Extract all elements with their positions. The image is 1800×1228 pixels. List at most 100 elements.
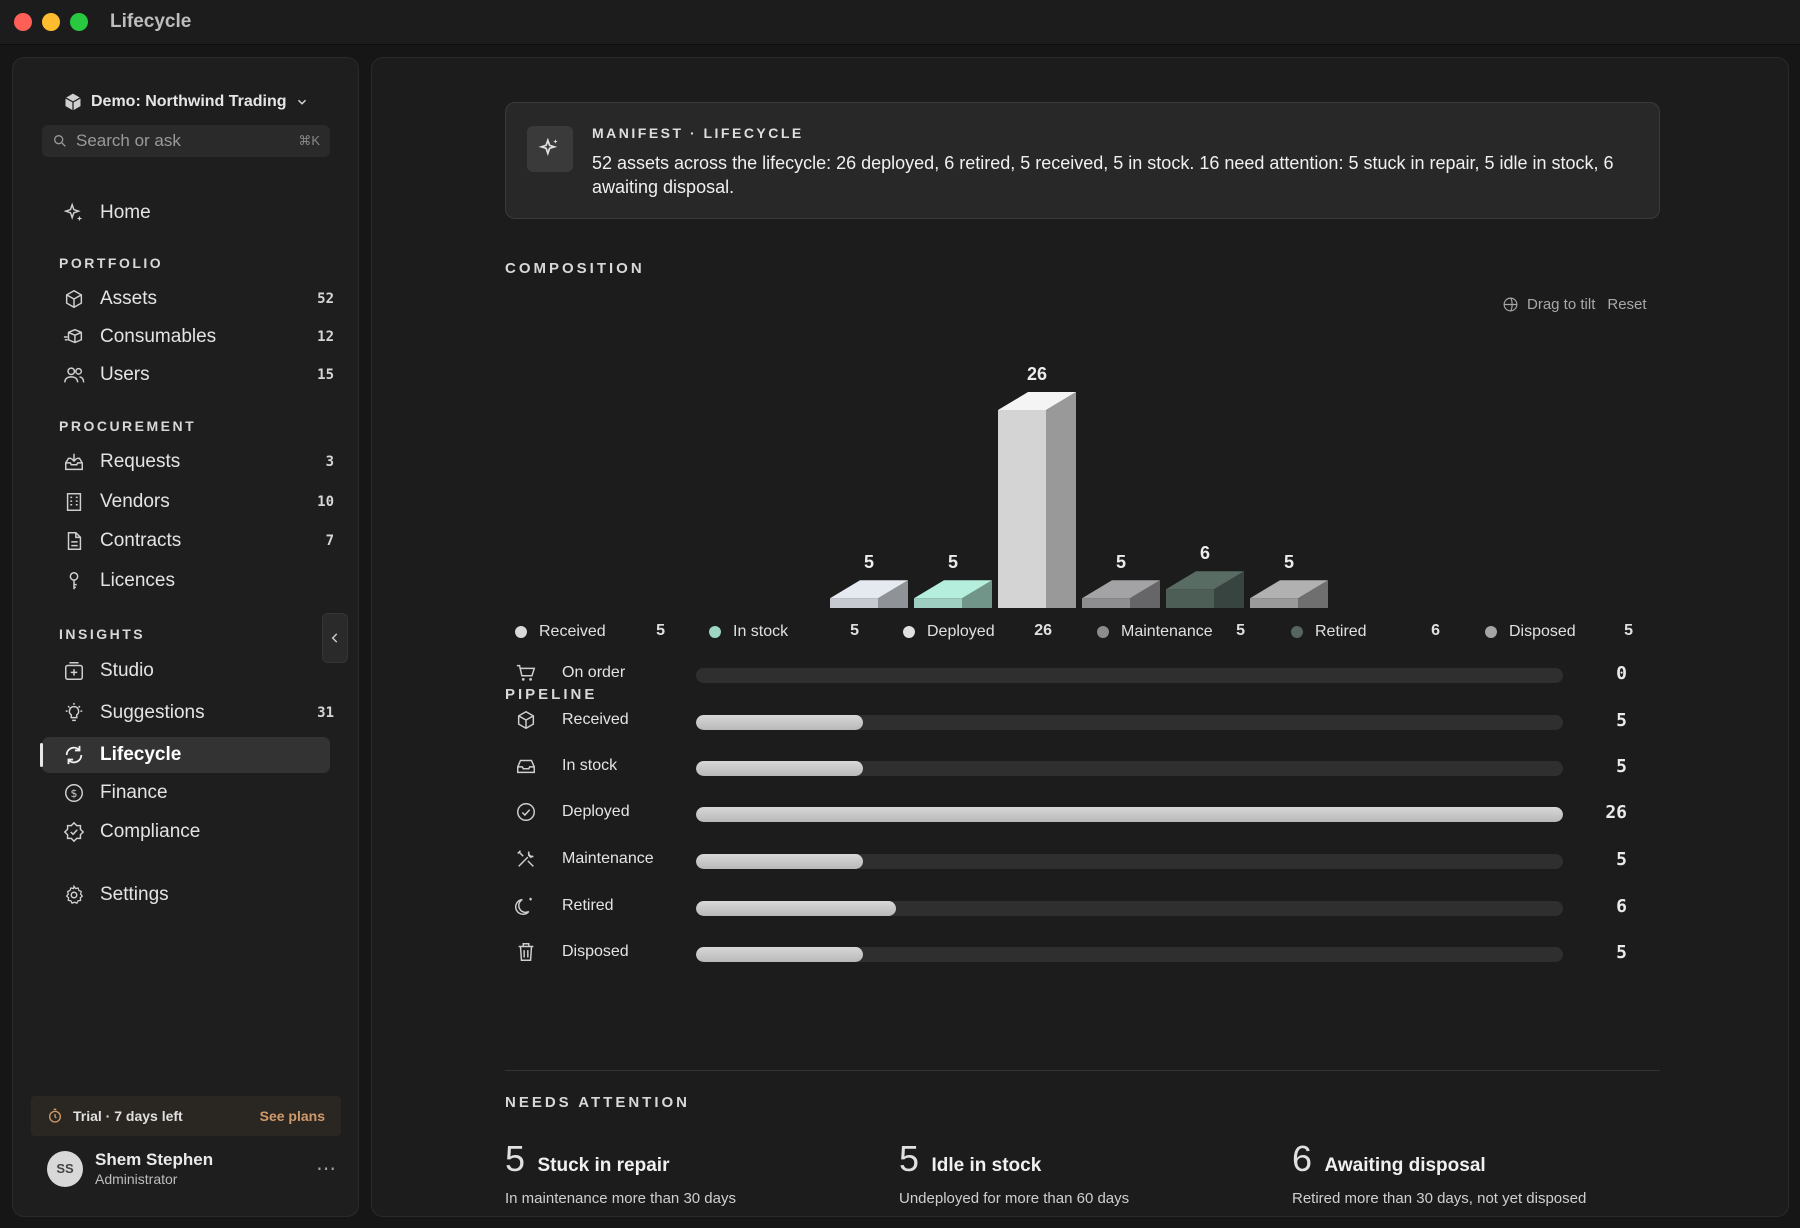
check-circle-icon (515, 801, 539, 825)
pipeline-row-maintenance[interactable]: Maintenance 5 (515, 848, 1665, 872)
bar-top-face (1082, 580, 1160, 599)
see-plans-link[interactable]: See plans (259, 1108, 325, 1124)
bar-top-face (1250, 580, 1328, 599)
legend-item[interactable]: Deployed (903, 620, 995, 644)
more-options-icon[interactable]: ⋯ (316, 1158, 337, 1180)
bar-deployed[interactable]: 26 (998, 364, 1076, 608)
bar-retired[interactable]: 6 (1166, 543, 1244, 608)
attention-description: Undeployed for more than 60 days (899, 1190, 1130, 1207)
legend-item[interactable]: Maintenance (1097, 620, 1213, 644)
pipeline-label: In stock (562, 757, 618, 774)
bar-value-label: 5 (948, 552, 958, 572)
timer-icon (49, 1108, 61, 1123)
sidebar-item-label: Finance (100, 782, 168, 803)
composition-chart[interactable]: 5 5 26 5 6 5 (372, 308, 1789, 608)
trial-banner: Trial · 7 days left See plans (31, 1096, 341, 1136)
pipeline-row-received[interactable]: Received 5 (515, 709, 1665, 733)
legend-label: Maintenance (1121, 623, 1213, 640)
pipeline-label: On order (562, 664, 626, 681)
sidebar-item-requests[interactable]: Requests 3 (42, 444, 342, 480)
pipeline-row-on-order[interactable]: On order 0 (515, 662, 1665, 686)
pipeline-row-retired[interactable]: Retired 6 (514, 895, 1665, 919)
main-content: MANIFEST · LIFECYCLE 52 assets across th… (371, 57, 1789, 1217)
minimize-window-button[interactable] (42, 13, 60, 31)
inbox-download-icon (62, 450, 86, 474)
zoom-window-button[interactable] (70, 13, 88, 31)
org-switcher[interactable]: Demo: Northwind Trading (63, 92, 309, 112)
bar-received[interactable]: 5 (830, 552, 908, 608)
studio-icon (62, 659, 86, 683)
manifest-summary: 52 assets across the lifecycle: 26 deplo… (592, 153, 1614, 197)
user-profile[interactable]: SS Shem Stephen Administrator ⋯ (47, 1150, 337, 1187)
item-count: 31 (317, 705, 334, 721)
legend-item[interactable]: Disposed (1485, 620, 1576, 644)
attention-card-awaiting-disposal[interactable]: 6 Awaiting disposal Retired more than 30… (1292, 1138, 1672, 1207)
pipeline-row-in-stock[interactable]: In stock 5 (515, 755, 1665, 779)
sidebar-item-studio[interactable]: Studio (42, 653, 342, 689)
sparkle-icon (62, 201, 86, 225)
sparkle-icon (527, 126, 573, 172)
dollar-circle-icon: $ (62, 781, 86, 805)
legend-dot (903, 626, 915, 638)
legend-label: Received (539, 623, 606, 640)
bar-top-face (914, 580, 992, 599)
attention-card-idle-stock[interactable]: 5 Idle in stock Undeployed for more than… (899, 1138, 1279, 1207)
bar-front-face (1082, 598, 1130, 608)
bar-side-face (962, 580, 992, 608)
bar-front-face (914, 598, 962, 608)
sidebar-item-compliance[interactable]: Compliance (42, 814, 342, 850)
legend-value: 5 (656, 622, 665, 639)
legend-item[interactable]: In stock (709, 620, 788, 644)
gear-icon (62, 883, 86, 907)
box-icon (62, 287, 86, 311)
section-insights: INSIGHTS (59, 626, 146, 642)
sidebar-item-home[interactable]: Home (42, 195, 342, 231)
legend-label: In stock (733, 623, 789, 640)
users-icon (62, 363, 86, 387)
pipeline-fill (696, 715, 863, 730)
collapse-sidebar-button[interactable] (322, 613, 348, 663)
sidebar-item-label: Lifecycle (100, 744, 182, 765)
legend-dot (515, 626, 527, 638)
legend-label: Deployed (927, 623, 995, 640)
legend-value: 26 (1034, 622, 1052, 639)
close-window-button[interactable] (14, 13, 32, 31)
sidebar-item-users[interactable]: Users 15 (42, 357, 342, 393)
pipeline-row-disposed[interactable]: Disposed 5 (515, 941, 1665, 965)
sidebar-item-vendors[interactable]: Vendors 10 (42, 484, 342, 520)
bar-value-label: 5 (1284, 552, 1294, 572)
bar-maintenance[interactable]: 5 (1082, 552, 1160, 608)
sidebar-item-finance[interactable]: $ Finance (42, 775, 342, 811)
section-procurement: PROCUREMENT (59, 418, 197, 434)
sidebar-item-licences[interactable]: Licences (42, 563, 342, 599)
pipeline-track (696, 668, 1563, 683)
reset-button[interactable]: Reset (1607, 296, 1647, 313)
pipeline-track (696, 715, 1563, 730)
sidebar-item-consumables[interactable]: Consumables 12 (42, 319, 342, 355)
sidebar-item-settings[interactable]: Settings (42, 877, 342, 913)
pipeline-fill (696, 807, 1563, 822)
bar-disposed[interactable]: 5 (1250, 552, 1328, 608)
sidebar: Demo: Northwind Trading Search or ask ⌘K… (12, 57, 359, 1217)
sidebar-item-lifecycle[interactable]: Lifecycle (40, 737, 330, 773)
sidebar-item-label: Studio (100, 660, 154, 681)
attention-count: 5 (505, 1138, 526, 1179)
pipeline-label: Retired (562, 897, 614, 914)
attention-description: Retired more than 30 days, not yet dispo… (1292, 1190, 1587, 1207)
sidebar-item-assets[interactable]: Assets 52 (42, 281, 342, 317)
chevron-left-icon (331, 633, 338, 643)
attention-card-stuck-repair[interactable]: 5 Stuck in repair In maintenance more th… (505, 1138, 885, 1207)
search-input[interactable]: Search or ask ⌘K (42, 125, 330, 157)
pipeline-row-deployed[interactable]: Deployed 26 (515, 801, 1665, 825)
legend-dot (1485, 626, 1497, 638)
avatar: SS (47, 1150, 83, 1187)
sidebar-item-suggestions[interactable]: Suggestions 31 (42, 695, 342, 731)
pipeline-label: Disposed (562, 943, 629, 960)
bar-in-stock[interactable]: 5 (914, 552, 992, 608)
legend-item[interactable]: Received (515, 620, 606, 644)
item-count: 7 (325, 533, 334, 549)
legend-item[interactable]: Retired (1291, 620, 1367, 644)
pipeline-track (696, 807, 1563, 822)
sidebar-item-contracts[interactable]: Contracts 7 (42, 523, 342, 559)
lightbulb-icon (62, 701, 86, 725)
